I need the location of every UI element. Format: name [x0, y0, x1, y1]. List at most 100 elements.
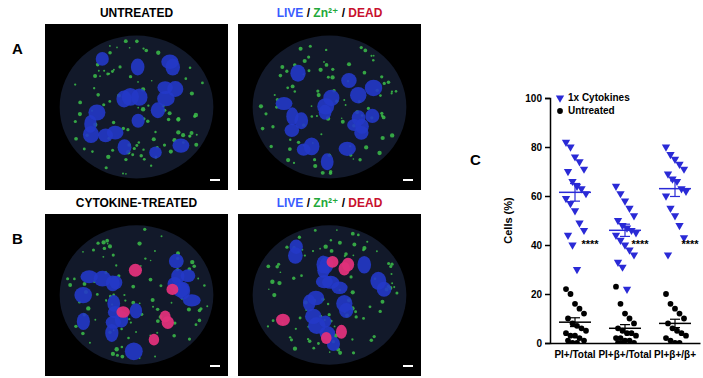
nucleus	[305, 309, 322, 324]
zinc-stain	[303, 59, 307, 63]
zinc-stain	[379, 310, 382, 313]
zinc-stain	[96, 293, 99, 296]
zinc-stain	[382, 116, 386, 120]
zinc-stain	[286, 86, 289, 89]
nucleus	[339, 303, 353, 318]
zinc-stain	[357, 234, 360, 237]
nucleus	[290, 65, 305, 82]
error-cap	[570, 317, 580, 318]
data-point	[666, 206, 674, 213]
zinc-stain	[393, 286, 395, 288]
zinc-stain	[98, 70, 100, 72]
zinc-stain	[139, 302, 141, 304]
zinc-stain	[131, 285, 135, 289]
y-tick: 0	[536, 338, 550, 349]
zinc-stain	[360, 46, 363, 49]
zinc-stain	[102, 103, 105, 106]
nucleus	[286, 107, 298, 125]
nucleus	[77, 313, 90, 330]
zinc-stain	[325, 49, 327, 51]
data-point	[683, 333, 689, 339]
zinc-stain	[189, 66, 192, 69]
zinc-stain	[144, 49, 148, 53]
zinc-stain	[308, 340, 312, 344]
zinc-stain	[280, 271, 282, 273]
zinc-stain	[345, 104, 347, 106]
zinc-stain	[319, 68, 323, 72]
nucleus	[276, 97, 293, 110]
data-point	[583, 328, 589, 334]
zinc-stain	[135, 331, 137, 333]
zinc-stain	[188, 134, 191, 137]
zinc-stain	[118, 65, 121, 68]
zinc-stain	[355, 315, 358, 318]
zinc-stain	[66, 277, 69, 280]
error-cap	[620, 324, 630, 325]
zinc-stain	[259, 104, 263, 108]
zinc-stain	[156, 319, 160, 323]
zinc-stain	[139, 154, 142, 157]
zinc-stain	[127, 337, 130, 340]
zinc-stain	[143, 228, 146, 231]
zinc-stain	[177, 117, 181, 121]
zinc-stain	[297, 141, 300, 144]
zinc-stain	[319, 248, 321, 250]
dead-cell	[339, 262, 351, 276]
data-point	[677, 340, 683, 344]
zinc-stain	[285, 70, 288, 73]
zinc-stain	[289, 138, 291, 140]
zinc-stain	[106, 155, 110, 159]
zinc-stain	[120, 355, 124, 359]
image-background	[45, 214, 228, 376]
zinc-stain	[294, 90, 296, 92]
panel-title: CYTOKINE-TREATED	[76, 196, 198, 210]
dead-cell	[336, 325, 347, 339]
x-tick-label: PI+β+/Total	[598, 349, 651, 360]
micrograph	[45, 24, 228, 190]
error-cap	[670, 196, 680, 197]
nucleus	[321, 153, 334, 170]
zinc-stain	[293, 347, 297, 351]
zinc-stain	[116, 354, 119, 357]
stain-name: Zn²⁺	[313, 196, 338, 210]
error-cap	[620, 224, 630, 225]
nucleus	[125, 343, 143, 361]
zinc-stain	[338, 241, 342, 245]
zinc-stain	[299, 47, 303, 51]
data-point	[622, 311, 628, 317]
y-tick-label: 20	[531, 289, 543, 300]
stain-legend: LIVE / Zn²⁺ / DEAD	[277, 6, 383, 20]
zinc-stain	[112, 121, 115, 124]
islet	[253, 225, 407, 364]
zinc-stain	[188, 337, 191, 340]
data-point	[630, 252, 638, 259]
zinc-stain	[171, 302, 173, 304]
data-point	[566, 145, 574, 152]
zinc-stain	[68, 283, 72, 287]
zinc-stain	[352, 243, 356, 247]
nucleus	[132, 114, 145, 128]
nucleus	[365, 109, 379, 123]
zinc-stain	[336, 229, 338, 231]
zinc-stain	[349, 275, 352, 278]
zinc-stain	[198, 309, 202, 313]
data-point	[613, 284, 619, 290]
data-point	[564, 169, 572, 176]
zinc-stain	[133, 147, 136, 150]
zinc-stain	[130, 321, 132, 323]
zinc-stain	[152, 137, 156, 141]
zinc-stain	[203, 284, 206, 287]
zinc-stain	[376, 250, 378, 252]
zinc-stain	[121, 346, 124, 349]
zinc-stain	[124, 39, 128, 43]
zinc-stain	[108, 51, 112, 55]
zinc-stain	[351, 290, 355, 294]
y-tick-mark	[545, 294, 550, 296]
zinc-stain	[103, 247, 106, 250]
zinc-stain	[108, 100, 111, 103]
zinc-stain	[285, 246, 288, 249]
zinc-stain	[111, 70, 114, 73]
zinc-stain	[74, 137, 78, 141]
zinc-stain	[112, 254, 115, 257]
scale-bar	[210, 179, 220, 181]
